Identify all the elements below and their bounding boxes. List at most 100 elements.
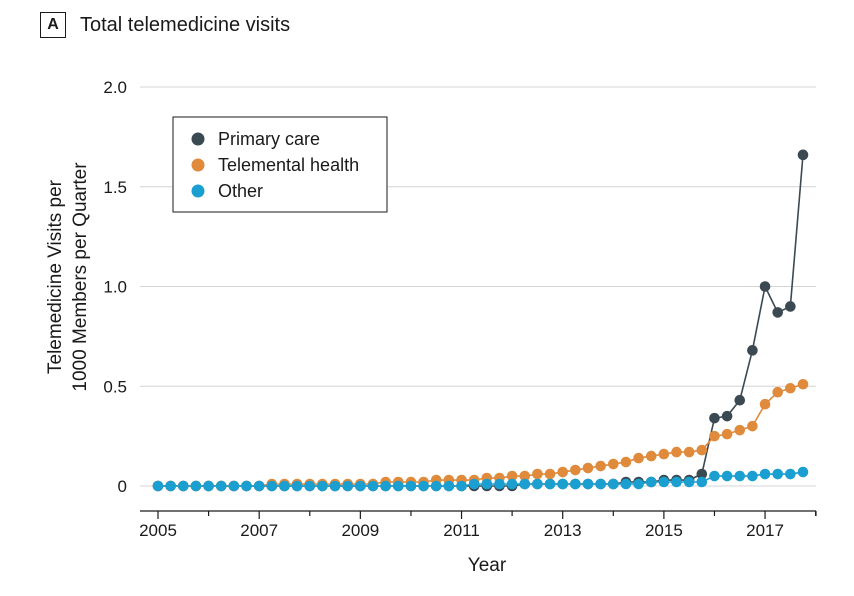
legend-marker <box>191 132 205 146</box>
data-point <box>304 480 316 492</box>
data-point <box>696 444 708 456</box>
data-point <box>506 478 518 490</box>
legend-marker <box>191 184 205 198</box>
data-point <box>658 448 670 460</box>
data-point <box>253 480 265 492</box>
data-point <box>532 468 543 480</box>
data-point <box>645 476 657 488</box>
data-point <box>696 468 708 480</box>
data-point <box>797 466 809 478</box>
data-point <box>759 468 771 480</box>
series-other <box>152 466 809 492</box>
data-point <box>203 480 214 492</box>
panel-letter: A <box>40 12 66 38</box>
data-point <box>607 478 619 490</box>
data-point <box>241 480 252 492</box>
data-point <box>582 478 594 490</box>
data-point <box>696 476 708 488</box>
data-point <box>683 476 695 488</box>
data-point <box>532 478 543 490</box>
data-point <box>671 476 682 488</box>
data-point <box>734 424 746 436</box>
x-tick-label: 2017 <box>746 521 784 540</box>
data-point <box>734 394 746 406</box>
data-point <box>266 480 278 492</box>
data-point <box>557 478 569 490</box>
data-point <box>468 478 480 490</box>
data-point <box>607 458 619 470</box>
data-point <box>190 480 202 492</box>
x-tick-label: 2005 <box>139 521 177 540</box>
data-point <box>772 468 784 480</box>
data-point <box>759 281 771 292</box>
data-point <box>785 382 796 394</box>
data-point <box>380 480 391 492</box>
data-point <box>772 386 784 398</box>
data-point <box>797 149 809 161</box>
data-point <box>721 470 733 482</box>
x-tick-label: 2015 <box>645 521 683 540</box>
data-point <box>494 478 505 490</box>
data-point <box>734 470 746 482</box>
data-point <box>645 450 657 462</box>
data-point <box>165 480 176 492</box>
data-point <box>405 480 417 492</box>
data-point <box>570 464 581 476</box>
y-tick-label: 2.0 <box>103 78 127 97</box>
series-line <box>158 471 804 487</box>
x-axis-label: Year <box>468 555 507 576</box>
data-point <box>709 470 720 482</box>
y-tick-label: 1.0 <box>103 278 127 297</box>
data-point <box>456 480 467 492</box>
data-point <box>342 480 354 492</box>
data-point <box>228 480 240 492</box>
data-point <box>519 470 531 482</box>
legend-box <box>172 116 388 213</box>
chart-title: Total telemedicine visits <box>80 13 291 36</box>
legend-label: Telemental health <box>218 155 359 175</box>
y-axis-label-line2: 1000 Members per Quarter <box>70 162 91 392</box>
data-point <box>721 410 733 422</box>
data-point <box>506 470 518 482</box>
data-point <box>785 468 796 480</box>
data-point <box>620 478 632 490</box>
y-axis-label-line1: Telemedicine Visits per <box>45 179 66 374</box>
data-point <box>658 476 670 488</box>
data-point <box>291 480 303 492</box>
x-tick-label: 2011 <box>443 521 480 540</box>
data-point <box>177 480 189 492</box>
data-point <box>544 468 556 480</box>
data-point <box>709 412 720 424</box>
data-point <box>481 478 493 490</box>
data-point <box>570 478 581 490</box>
data-point <box>595 460 606 472</box>
data-point <box>797 378 809 390</box>
data-point <box>557 466 569 478</box>
data-point <box>747 345 758 356</box>
data-point <box>392 480 404 492</box>
data-point <box>633 452 644 464</box>
y-tick-label: 0.5 <box>103 377 127 396</box>
data-point <box>595 478 606 490</box>
data-point <box>519 478 531 490</box>
y-tick-label: 0 <box>118 477 127 496</box>
panel-header: A Total telemedicine visits <box>40 12 290 38</box>
data-point <box>709 430 720 442</box>
x-tick-label: 2013 <box>544 521 582 540</box>
data-point <box>355 480 366 492</box>
data-point <box>747 420 758 432</box>
legend-marker <box>191 158 205 172</box>
data-point <box>329 480 341 492</box>
data-point <box>443 480 455 492</box>
legend-label: Other <box>218 181 263 201</box>
x-tick-label: 2009 <box>341 521 379 540</box>
data-point <box>747 470 758 482</box>
data-point <box>215 480 227 492</box>
data-point <box>582 462 594 474</box>
data-point <box>759 398 771 410</box>
data-point <box>683 446 695 458</box>
data-point <box>544 478 556 490</box>
legend-label: Primary care <box>218 129 320 149</box>
series-layer <box>152 149 809 492</box>
